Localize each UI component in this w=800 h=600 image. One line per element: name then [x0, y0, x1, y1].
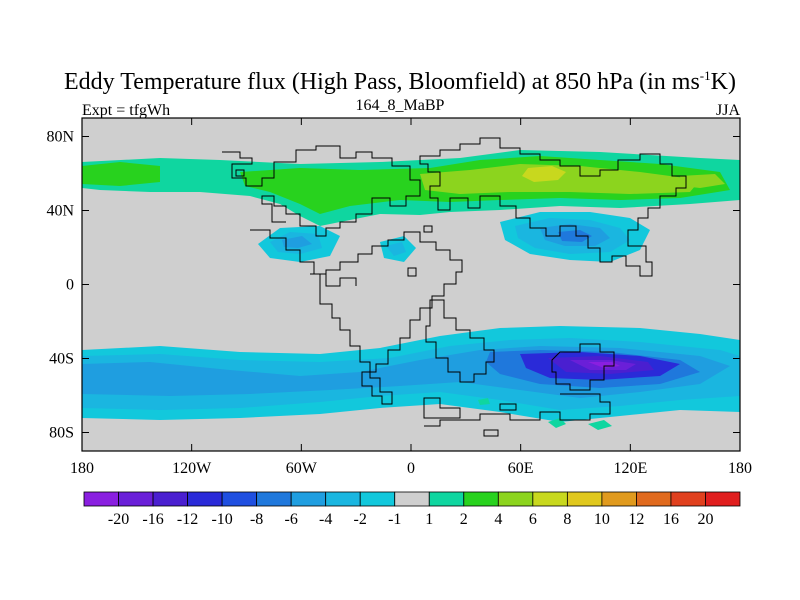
colorbar-swatch	[636, 491, 672, 507]
lon-label: 0	[407, 460, 415, 477]
nh-pacific-small	[680, 174, 725, 188]
colorbar-label: 10	[594, 511, 610, 528]
colorbar-label: -6	[284, 511, 297, 528]
sh-pos-patch3	[478, 398, 490, 405]
lat-label: 80N	[46, 129, 74, 146]
colorbar-swatch	[290, 491, 327, 507]
colorbar-label: 12	[628, 511, 644, 528]
colorbar-label: 4	[494, 511, 502, 528]
nh-track-p6	[522, 166, 566, 182]
colorbar-swatch	[566, 491, 603, 507]
lon-label: 180	[70, 460, 94, 477]
nh-neg-atl-m2	[386, 242, 406, 256]
coast-antarctica	[423, 393, 611, 427]
colorbar-swatch	[705, 491, 741, 507]
run-label: 164_8_MaBP	[355, 97, 445, 114]
coast-europe-africa	[419, 137, 687, 277]
coast-greenland-america	[222, 145, 421, 237]
colorbar-swatch	[152, 491, 188, 507]
colorbar-label: -12	[177, 511, 198, 528]
colorbar-label: 20	[697, 511, 713, 528]
colorbar-swatch	[325, 491, 361, 507]
lon-label: 60W	[286, 460, 318, 477]
colorbar-label: -20	[108, 511, 129, 528]
colorbar-label: 2	[460, 511, 468, 528]
coast-central-america	[250, 229, 357, 287]
lat-label: 0	[66, 277, 74, 294]
lat-label: 40N	[46, 203, 74, 220]
coastlines	[222, 137, 687, 437]
colorbar-swatch	[394, 491, 430, 507]
colorbar-swatch	[670, 491, 706, 507]
nh-atlantic-p1	[82, 162, 160, 186]
colorbar-swatch	[221, 491, 258, 507]
colorbar-swatch	[256, 491, 292, 507]
colorbar-label: -4	[319, 511, 332, 528]
lat-label: 40S	[49, 351, 74, 368]
coast-small-islands	[235, 169, 499, 437]
colorbar-label: -1	[388, 511, 401, 528]
colorbar-label: -8	[250, 511, 263, 528]
flux-field-layer	[82, 150, 740, 430]
lon-label: 60E	[508, 460, 534, 477]
colorbar-swatch	[187, 491, 223, 507]
colorbar-swatch	[601, 491, 637, 507]
nh-neg-asia-m6	[558, 230, 592, 242]
colorbar-swatch	[83, 491, 119, 507]
lon-label: 120E	[613, 460, 647, 477]
coast-africa-south	[425, 299, 495, 383]
lon-label: 180	[728, 460, 752, 477]
coast-australia	[551, 343, 615, 391]
colorbar-label: -2	[354, 511, 367, 528]
lon-label: 120W	[172, 460, 212, 477]
lat-label: 80S	[49, 425, 74, 442]
colorbar-label: 1	[425, 511, 433, 528]
colorbar-label: 6	[529, 511, 537, 528]
colorbar-label: 16	[663, 511, 679, 528]
longitude-axis: 180 120W 60W 0 60E 120E 180	[70, 118, 752, 477]
coast-south-america	[310, 231, 463, 405]
colorbar-swatch	[428, 491, 465, 507]
colorbar-swatch	[463, 491, 499, 507]
colorbar-swatch	[359, 491, 396, 507]
season-label: JJA	[715, 102, 740, 119]
colorbar-swatch	[497, 491, 534, 507]
nh-track-p4	[420, 164, 700, 194]
colorbar-label: -10	[211, 511, 232, 528]
sh-pos-patch2	[588, 420, 612, 430]
experiment-label: Expt = tfgWh	[82, 102, 171, 119]
colorbar-label: -16	[142, 511, 163, 528]
chart-title: Eddy Temperature flux (High Pass, Bloomf…	[64, 68, 736, 95]
colorbar-swatch	[532, 491, 568, 507]
nh-neg-amer-m4	[282, 236, 312, 248]
colorbar-swatch	[118, 491, 154, 507]
colorbar: -20 -16 -12 -10 -8 -6 -4 -2 -1 1 2 4 6 8 10 12 16 20	[83, 491, 741, 528]
latitude-axis: 80N 40N 0 40S 80S	[46, 129, 740, 442]
colorbar-label: 8	[563, 511, 571, 528]
